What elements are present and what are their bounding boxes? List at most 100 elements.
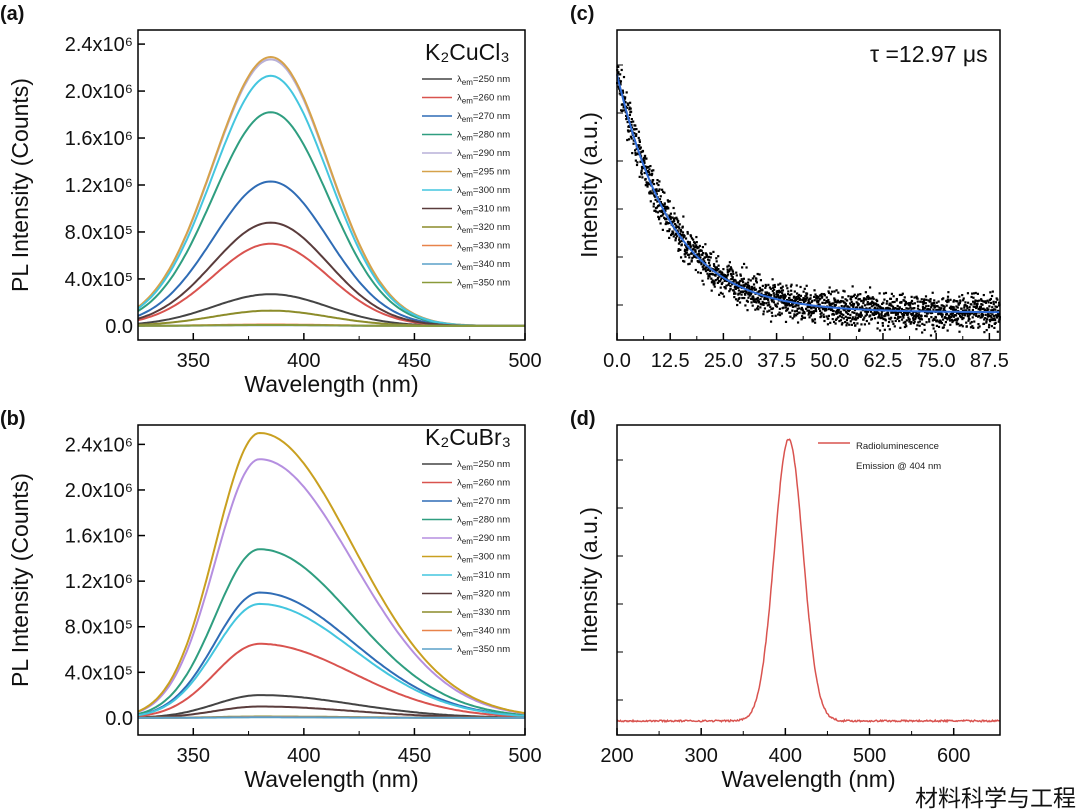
data-point [622,75,626,79]
data-point [728,281,731,284]
data-point [746,283,749,287]
data-point [666,205,669,209]
data-point [636,144,640,147]
data-point [950,315,953,319]
data-point [672,231,675,234]
data-point [755,307,759,310]
data-point [904,320,907,324]
data-point [687,242,690,245]
data-point [969,322,972,325]
y-axis-label: PL Intensity (Counts) [7,473,33,687]
data-point [634,124,637,127]
data-point [920,298,923,301]
data-point [972,296,975,299]
data-point [839,312,842,315]
data-point [659,195,662,198]
panel-title: K₂CuBr₃ [425,424,511,450]
data-point [751,295,755,298]
data-point [728,290,731,293]
data-point [910,321,913,324]
data-point [693,254,696,258]
data-point [628,106,631,109]
data-point [955,300,958,303]
data-point [984,317,987,320]
data-point [961,325,964,328]
data-point [915,328,918,331]
data-point [771,278,774,281]
data-point [667,221,670,225]
data-point [891,320,894,323]
data-point [995,305,998,309]
data-point [787,292,790,296]
data-point [951,320,954,324]
data-point [725,284,728,287]
data-point [823,319,826,323]
data-point [981,315,984,318]
data-point [684,243,687,247]
data-point [966,307,969,310]
data-point [713,285,716,288]
data-point [849,295,853,298]
data-point [709,256,712,259]
data-point [769,287,772,290]
data-point [901,313,904,316]
data-point [655,188,658,191]
data-point [994,305,997,308]
data-point [985,320,988,323]
y-tick-label: 2.0x10⁶ [65,480,133,502]
data-point [891,301,894,304]
data-point [770,311,773,314]
data-point [719,278,723,281]
data-point [736,299,739,302]
data-point [935,301,938,304]
data-point [726,273,730,276]
data-point [719,291,722,294]
data-point [940,313,943,316]
data-point [902,311,906,314]
data-point [645,181,648,184]
data-point [908,302,911,305]
data-point [907,316,910,319]
data-point [940,307,943,310]
data-point [733,295,736,299]
data-point [746,285,749,289]
data-point [933,304,936,307]
data-point [953,308,956,311]
data-point [696,245,699,249]
data-point [981,313,985,316]
data-point [714,279,717,282]
data-point [798,307,801,310]
data-point [831,290,834,293]
data-point [756,296,759,300]
data-point [972,292,976,295]
data-point [870,317,874,320]
data-point [989,291,992,294]
data-point [680,230,683,233]
data-point [647,183,650,186]
data-point [632,120,635,123]
data-point [666,229,669,233]
data-point [883,328,886,331]
data-point [775,292,778,296]
data-point [821,301,824,304]
data-point [917,313,921,316]
data-point [933,318,936,322]
data-point [867,297,870,301]
data-point [664,209,667,212]
data-point [968,313,971,316]
data-point [673,217,677,220]
data-point [845,311,848,314]
data-point [829,321,832,324]
data-point [976,300,979,303]
data-point [929,297,932,301]
data-point [771,289,774,293]
data-point [755,281,758,284]
data-point [734,298,738,301]
data-point [795,295,798,299]
data-point [880,310,884,313]
data-point [676,225,679,229]
data-point [948,317,951,320]
x-tick-label: 500 [508,745,541,767]
data-point [674,232,678,236]
data-point [733,291,736,294]
